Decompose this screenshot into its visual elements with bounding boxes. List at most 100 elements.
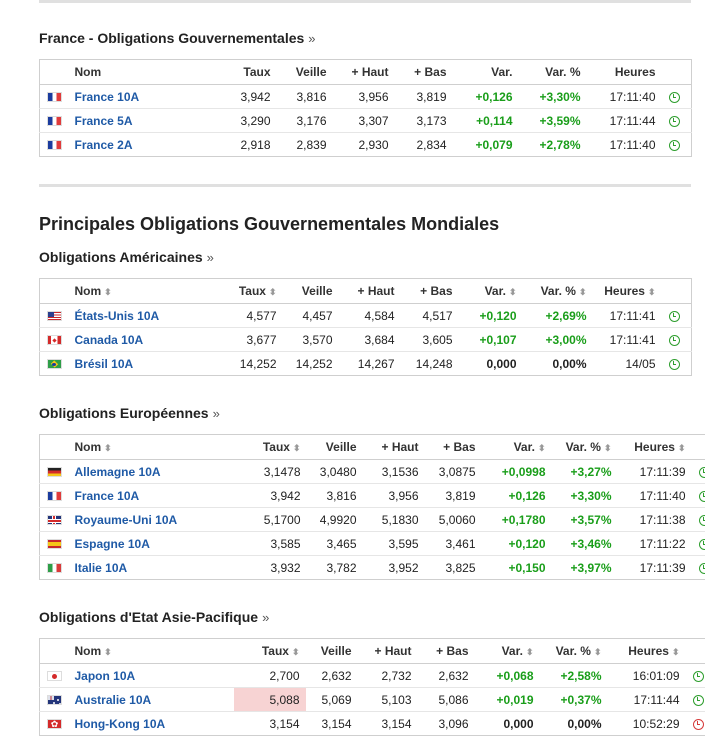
more-link-icon[interactable]: » bbox=[212, 406, 220, 421]
table-row: Canada 10A 3,677 3,570 3,684 3,605 +0,107 +3,0… bbox=[39, 327, 692, 352]
sort-arrows-icon[interactable]: ⬍ bbox=[603, 443, 612, 453]
cell-haut: 3,307 bbox=[332, 108, 395, 133]
cell-varpct: +3,57% bbox=[551, 507, 618, 532]
cell-veille: 3,176 bbox=[276, 108, 333, 133]
cell-var: +0,1780 bbox=[481, 507, 552, 532]
sort-arrows-icon[interactable]: ⬍ bbox=[268, 287, 277, 297]
col-header-taux[interactable]: Taux ⬍ bbox=[244, 434, 307, 460]
sort-arrows-icon[interactable]: ⬍ bbox=[104, 443, 112, 453]
sort-arrows-icon[interactable]: ⬍ bbox=[537, 443, 546, 453]
cell-veille: 3,816 bbox=[276, 84, 333, 109]
section-title-text[interactable]: Obligations Européennes bbox=[39, 405, 209, 421]
bond-name-link[interactable]: Allemagne 10A bbox=[74, 464, 161, 479]
sort-arrows-icon[interactable]: ⬍ bbox=[104, 287, 112, 297]
sort-arrows-icon[interactable]: ⬍ bbox=[508, 287, 517, 297]
table-row: Hong-Kong 10A 3,154 3,154 3,154 3,096 0,000 0,… bbox=[40, 712, 705, 736]
col-header-heures[interactable]: Heures ⬍ bbox=[607, 638, 686, 664]
sort-arrows-icon[interactable]: ⬍ bbox=[104, 647, 112, 657]
bond-name-link[interactable]: Brésil 10A bbox=[74, 356, 134, 371]
sort-arrows-icon[interactable]: ⬍ bbox=[677, 443, 686, 453]
bond-name-link[interactable]: Hong-Kong 10A bbox=[74, 716, 166, 731]
table-row: France 10A 3,942 3,816 3,956 3,819 +0,126 +3,3… bbox=[39, 483, 705, 508]
cell-veille: 5,069 bbox=[305, 687, 358, 712]
col-header-varpct[interactable]: Var. % ⬍ bbox=[539, 638, 608, 664]
bond-name-link[interactable]: France 2A bbox=[74, 137, 133, 152]
more-link-icon[interactable]: » bbox=[308, 31, 316, 46]
col-header-haut: + Haut bbox=[362, 434, 425, 460]
sort-arrows-icon[interactable]: ⬍ bbox=[593, 647, 602, 657]
table-row: Japon 10A 2,700 2,632 2,732 2,632 +0,068 +2,58… bbox=[39, 663, 705, 688]
cell-veille: 3,154 bbox=[321, 716, 352, 731]
more-link-icon[interactable]: » bbox=[262, 610, 270, 625]
cell-bas: 5,086 bbox=[417, 687, 475, 712]
sort-arrows-icon[interactable]: ⬍ bbox=[671, 647, 680, 657]
bond-name-link[interactable]: Australie 10A bbox=[74, 692, 152, 707]
sort-arrows-icon[interactable]: ⬍ bbox=[525, 647, 534, 657]
cell-heure: 16:01:09 bbox=[607, 663, 686, 688]
europe-bonds-table: Nom ⬍ Taux ⬍ Veille + Haut + Bas Var. ⬍ Var… bbox=[39, 434, 705, 580]
sort-arrows-icon[interactable]: ⬍ bbox=[647, 287, 656, 297]
bond-name-link[interactable]: France 10A bbox=[74, 89, 140, 104]
col-header-nom[interactable]: Nom ⬍ bbox=[68, 434, 245, 460]
bond-name-link[interactable]: Canada 10A bbox=[74, 332, 144, 347]
france-flag-icon bbox=[46, 491, 62, 502]
cell-var: +0,0998 bbox=[481, 459, 552, 484]
col-header-haut: + Haut bbox=[357, 638, 418, 664]
col-header-var[interactable]: Var. ⬍ bbox=[458, 278, 523, 304]
cell-varpct: +3,27% bbox=[551, 459, 618, 484]
sort-arrows-icon[interactable]: ⬍ bbox=[578, 287, 587, 297]
cell-veille: 4,9920 bbox=[306, 507, 363, 532]
col-header-nom[interactable]: Nom ⬍ bbox=[68, 278, 219, 304]
table-header-row: Nom ⬍ Taux ⬍ Veille + Haut + Bas Var. ⬍ Var… bbox=[39, 434, 705, 460]
page-title: Principales Obligations Gouvernementales… bbox=[39, 214, 500, 234]
sort-arrows-icon[interactable]: ⬍ bbox=[291, 647, 300, 657]
australia-flag-icon bbox=[46, 695, 62, 706]
bond-name-link[interactable]: Espagne 10A bbox=[74, 536, 150, 551]
col-header-var[interactable]: Var. ⬍ bbox=[474, 638, 540, 664]
cell-heure: 10:52:29 bbox=[632, 716, 680, 731]
bond-name-link[interactable]: France 10A bbox=[74, 488, 140, 503]
japan-flag-icon bbox=[46, 671, 62, 682]
cell-heure: 17:11:39 bbox=[617, 459, 692, 484]
more-link-icon[interactable]: » bbox=[206, 250, 214, 265]
cell-bas: 2,834 bbox=[416, 137, 447, 152]
cell-veille: 3,570 bbox=[282, 327, 339, 352]
col-header-heures[interactable]: Heures ⬍ bbox=[617, 434, 692, 460]
clock-icon bbox=[668, 334, 680, 346]
cell-bas: 3,819 bbox=[424, 483, 482, 508]
table-header-row: Nom ⬍ Taux ⬍ Veille + Haut + Bas Var. ⬍ Var… bbox=[39, 278, 692, 304]
asia-bonds-table: Nom ⬍ Taux ⬍ Veille + Haut + Bas Var. ⬍ Var… bbox=[39, 638, 705, 736]
col-header-var[interactable]: Var. ⬍ bbox=[481, 434, 552, 460]
bond-name-link[interactable]: États-Unis 10A bbox=[74, 308, 160, 323]
cell-heure: 14/05 bbox=[625, 356, 656, 371]
bond-name-link[interactable]: France 5A bbox=[74, 113, 133, 128]
bond-name-link[interactable]: Italie 10A bbox=[74, 560, 128, 575]
cell-veille: 3,816 bbox=[306, 483, 363, 508]
cell-varpct: +3,97% bbox=[570, 560, 612, 575]
col-header-taux[interactable]: Taux ⬍ bbox=[218, 278, 283, 304]
cell-taux: 3,290 bbox=[218, 108, 277, 133]
col-header-heures[interactable]: Heures ⬍ bbox=[592, 278, 662, 304]
section-title-text[interactable]: Obligations Américaines bbox=[39, 249, 203, 265]
col-header-taux[interactable]: Taux ⬍ bbox=[233, 638, 306, 664]
bond-name-link[interactable]: Royaume-Uni 10A bbox=[74, 512, 178, 527]
col-header-nom[interactable]: Nom ⬍ bbox=[68, 638, 234, 664]
bond-name-link[interactable]: Japon 10A bbox=[74, 668, 136, 683]
col-header-veille: Veille bbox=[282, 278, 339, 304]
cell-veille: 3,782 bbox=[326, 560, 357, 575]
col-header-varpct: Var. % bbox=[518, 59, 587, 85]
section-title-text[interactable]: France - Obligations Gouvernementales bbox=[39, 30, 305, 46]
cell-var: 0,000 bbox=[486, 356, 517, 371]
col-header-varpct[interactable]: Var. % ⬍ bbox=[551, 434, 618, 460]
table-row: Australie 10A 5,088 5,069 5,103 5,086 +0,019 +… bbox=[39, 687, 705, 712]
col-header-bas: + Bas bbox=[424, 434, 482, 460]
cell-varpct: +3,30% bbox=[518, 84, 587, 109]
cell-bas: 5,0060 bbox=[424, 507, 482, 532]
usa-flag-icon bbox=[46, 311, 62, 322]
sort-arrows-icon[interactable]: ⬍ bbox=[292, 443, 301, 453]
cell-bas: 2,632 bbox=[417, 663, 475, 688]
section-title-text[interactable]: Obligations d'Etat Asie-Pacifique bbox=[39, 609, 259, 625]
clock-icon bbox=[668, 91, 680, 103]
cell-heure: 17:11:41 bbox=[592, 303, 662, 328]
col-header-varpct[interactable]: Var. % ⬍ bbox=[522, 278, 593, 304]
